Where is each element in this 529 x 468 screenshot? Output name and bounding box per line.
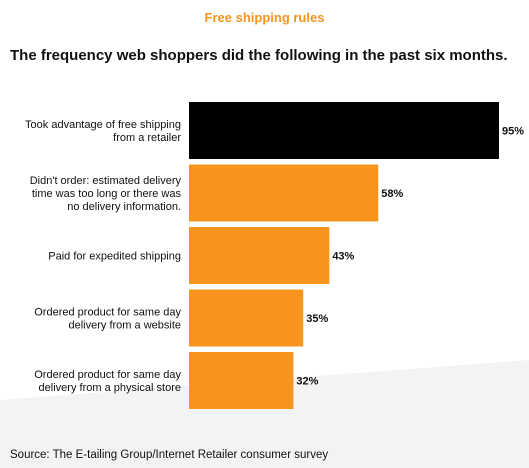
- category-label-1: Took advantage of free shipping from a re…: [25, 119, 181, 144]
- category-label-line: Paid for expedited shipping: [48, 251, 181, 263]
- value-label-1: 95%: [502, 126, 524, 138]
- category-label-5: Ordered product for same day delivery fro…: [34, 369, 181, 394]
- bar-5: [189, 352, 294, 409]
- category-label-line: Ordered product for same day: [34, 307, 181, 319]
- source-note: Source: The E-tailing Group/Internet Ret…: [10, 449, 329, 461]
- category-label-line: delivery from a physical store: [39, 382, 181, 394]
- category-label-2: Didn't order: estimated delivery time was…: [30, 175, 182, 213]
- category-label-3: Paid for expedited shipping: [48, 251, 181, 263]
- category-label-line: time was too long or there was: [32, 188, 182, 200]
- bar-4: [189, 289, 304, 347]
- bar-2: [189, 164, 379, 222]
- category-label-line: Took advantage of free shipping: [25, 119, 181, 131]
- chart-subtitle: The frequency web shoppers did the follo…: [10, 47, 508, 64]
- category-label-line: no delivery information.: [67, 201, 181, 213]
- category-label-4: Ordered product for same day delivery fro…: [34, 307, 181, 332]
- category-label-line: from a retailer: [113, 132, 181, 144]
- bar-chart: 95% Took advantage of free shipping from a…: [25, 102, 524, 409]
- bar-1: [189, 102, 499, 159]
- category-label-line: Ordered product for same day: [34, 369, 181, 381]
- chart-title: Free shipping rules: [204, 10, 325, 25]
- category-label-line: delivery from a website: [69, 320, 182, 332]
- value-label-4: 35%: [306, 313, 328, 325]
- value-label-3: 43%: [332, 251, 354, 263]
- value-label-5: 32%: [296, 376, 318, 388]
- category-label-line: Didn't order: estimated delivery: [30, 175, 182, 187]
- value-label-2: 58%: [381, 188, 403, 200]
- bar-3: [189, 227, 330, 284]
